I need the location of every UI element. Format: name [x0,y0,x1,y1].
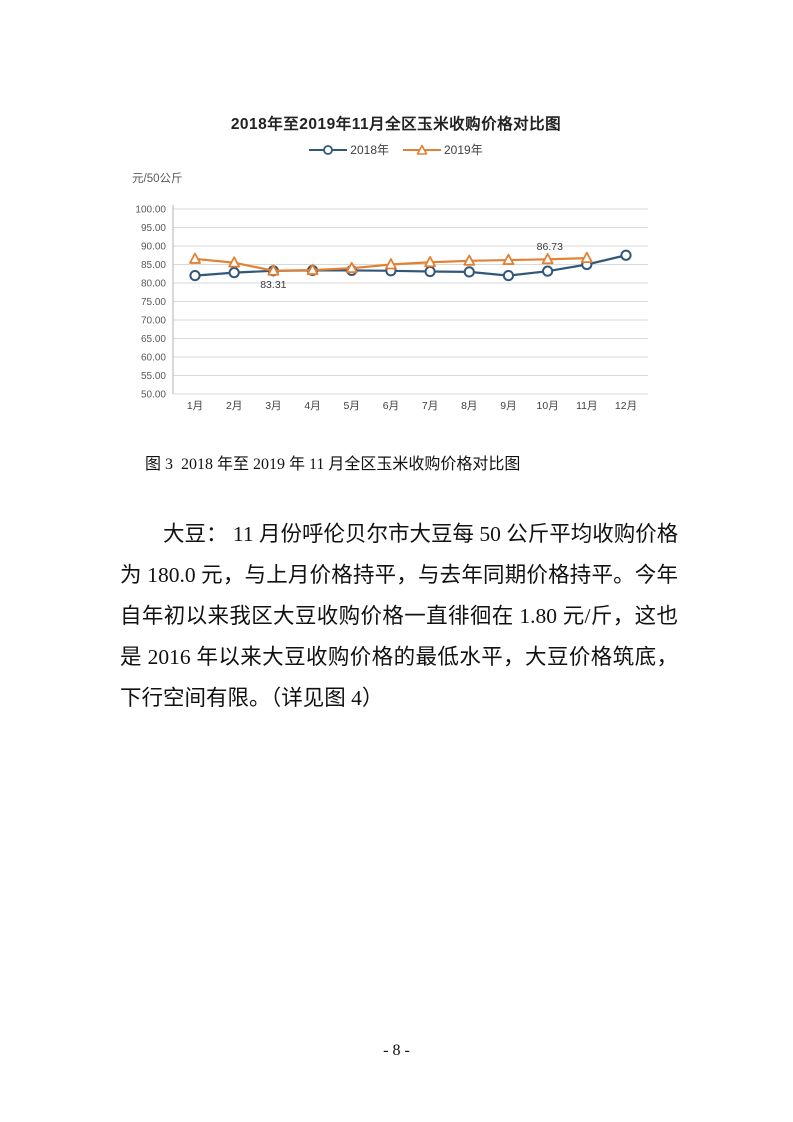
x-axis-tick-label: 8月 [461,400,477,412]
data-point-marker [306,263,319,275]
data-point-marker [267,264,280,276]
y-axis-tick-label: 75.00 [141,297,166,308]
soybean-paragraph: 大豆： 11 月份呼伦贝尔市大豆每 50 公斤平均收购价格 为 180.0 元，… [120,514,678,719]
chart-legend: 2018年 2019年 [118,141,674,158]
y-axis-tick-label: 65.00 [141,334,166,345]
y-axis-tick-label: 55.00 [141,371,166,382]
data-point-marker [189,270,201,282]
page-number: - 8 - [383,1042,410,1059]
x-axis-tick-label: 9月 [500,400,516,412]
x-axis-tick-label: 5月 [344,400,360,412]
legend-line-circle-icon [309,144,348,155]
data-point-marker [189,252,201,264]
y-axis-tick-label: 60.00 [141,353,166,364]
chart-plot-area: 50.00 55.00 60.00 65.00 70.00 75.00 80.00 85.00… [118,195,674,430]
data-point-marker [385,258,397,270]
y-axis-tick-label: 90.00 [141,242,166,253]
legend-label: 2019年 [444,143,483,157]
series-line-2018年 [194,254,627,277]
y-axis-tick-label: 95.00 [141,223,166,234]
corn-price-chart: 2018年至2019年11月全区玉米收购价格对比图 2018年 2019年 元/5… [118,108,674,428]
y-axis-tick-label: 100.00 [135,205,166,216]
data-label: 86.73 [537,241,563,253]
x-axis-tick-label: 6月 [383,400,399,412]
x-axis-tick-label: 12月 [615,400,637,412]
data-point-marker [580,251,593,263]
data-point-marker [502,270,515,282]
paragraph-line: 是 2016 年以来大豆收购价格的最低水平，大豆价格筑底， [120,645,678,669]
legend-label: 2018年 [350,143,389,157]
x-axis-tick-label: 11月 [576,400,597,412]
x-axis-tick-label: 4月 [304,400,320,412]
data-point-marker [463,266,475,278]
data-label: 83.31 [260,279,286,291]
figure-caption: 图 3 2018 年至 2019 年 11 月全区玉米收购价格对比图 [145,456,521,473]
data-point-marker [424,255,436,268]
y-axis-unit-label: 元/50公斤 [132,173,183,185]
chart-title: 2018年至2019年11月全区玉米收购价格对比图 [230,116,562,133]
data-point-marker [228,267,240,279]
data-point-marker [542,265,554,277]
paragraph-line: 自年初以来我区大豆收购价格一直徘徊在 1.80 元/斤，这也 [120,604,678,628]
line-chart-svg: 50.00 55.00 60.00 65.00 70.00 75.00 80.00 85.00… [135,205,648,412]
data-point-marker [502,253,515,265]
legend-item-2018年: 2018年 [309,141,389,158]
x-axis-tick-label: 2月 [226,400,242,412]
data-point-marker [463,254,476,266]
y-axis-tick-label: 80.00 [141,279,166,290]
legend-item-2019年: 2019年 [403,141,483,158]
x-axis-tick-label: 3月 [265,400,281,412]
y-axis-tick-label: 70.00 [141,316,166,327]
y-axis-tick-label: 50.00 [141,390,166,401]
data-point-marker [345,261,358,274]
data-point-marker [228,256,241,268]
x-axis-tick-label: 10月 [537,400,559,412]
data-point-marker [424,265,436,278]
data-point-marker [541,253,554,265]
paragraph-line: 为 180.0 元，与上月价格持平，与去年同期价格持平。今年 [120,563,678,587]
x-axis-tick-label: 1月 [187,400,203,412]
paragraph-line: 下行空间有限。（详见图 4） [120,686,384,710]
paragraph-line: 大豆： 11 月份呼伦贝尔市大豆每 50 公斤平均收购价格 [163,522,679,546]
y-axis-tick-label: 85.00 [141,260,166,271]
x-axis-tick-label: 7月 [422,400,438,412]
data-point-marker [620,249,632,261]
legend-line-triangle-icon [403,144,441,155]
